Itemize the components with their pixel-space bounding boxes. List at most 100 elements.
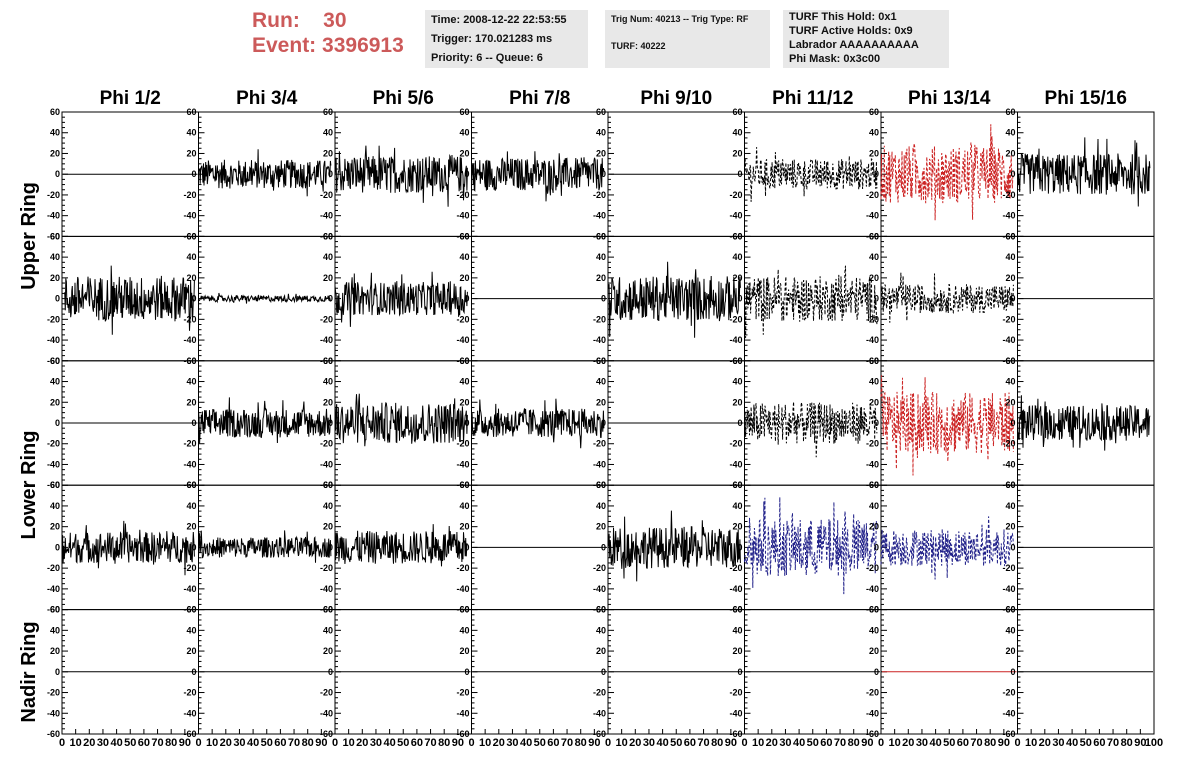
y-tick-label: 40 [323, 252, 333, 262]
y-tick-label: 20 [323, 273, 333, 283]
x-tick-label: 30 [97, 737, 109, 749]
y-tick-label: 60 [186, 107, 196, 117]
y-tick-label: 60 [323, 605, 333, 615]
y-tick-label: 60 [869, 107, 879, 117]
y-tick-label: 20 [50, 148, 60, 158]
y-tick-label: 0 [601, 542, 606, 552]
x-tick-label: 20 [493, 737, 505, 749]
y-tick-label: 0 [1010, 418, 1015, 428]
x-tick-label: 40 [656, 737, 668, 749]
y-tick-label: -40 [47, 459, 60, 469]
y-tick-label: 60 [186, 231, 196, 241]
waveform-trace [334, 145, 468, 207]
y-tick-label: 20 [50, 273, 60, 283]
y-tick-label: -20 [729, 439, 742, 449]
y-tick-label: 60 [1005, 480, 1015, 490]
y-tick-label: 60 [596, 356, 606, 366]
y-tick-label: 0 [328, 542, 333, 552]
x-tick-label: 30 [233, 737, 245, 749]
y-tick-label: 20 [732, 148, 742, 158]
trig-info-box: Trig Num: 40213 -- Trig Type: RF TURF: 4… [605, 10, 770, 68]
y-tick-label: 20 [732, 522, 742, 532]
y-tick-label: -20 [1002, 688, 1015, 698]
y-tick-label: 40 [732, 625, 742, 635]
x-tick-label: 10 [70, 737, 82, 749]
x-tick-label: 80 [848, 737, 860, 749]
y-tick-label: 40 [732, 377, 742, 387]
y-tick-label: -40 [729, 708, 742, 718]
y-tick-label: -20 [593, 439, 606, 449]
y-tick-label: 0 [464, 169, 469, 179]
y-tick-label: 20 [596, 522, 606, 532]
y-tick-label: -20 [866, 563, 879, 573]
y-tick-label: -40 [866, 584, 879, 594]
waveform-trace [64, 265, 195, 335]
waveform-trace [607, 510, 741, 582]
x-tick-label: 60 [1093, 737, 1105, 749]
y-tick-label: 20 [459, 148, 469, 158]
y-tick-label: 20 [596, 646, 606, 656]
y-tick-label: -40 [1002, 708, 1015, 718]
y-tick-label: 60 [50, 356, 60, 366]
y-tick-label: 40 [596, 625, 606, 635]
trigger-text: Trigger: 170.021283 ms [431, 33, 553, 45]
x-tick-label: 30 [779, 737, 791, 749]
phi-header-7: Phi 13/14 [908, 88, 991, 109]
x-tick-label: 0 [332, 737, 338, 749]
y-tick-label: -20 [729, 688, 742, 698]
y-tick-label: 0 [55, 667, 60, 677]
y-tick-label: -40 [1002, 584, 1015, 594]
y-tick-label: -20 [456, 688, 469, 698]
y-tick-label: 0 [55, 169, 60, 179]
y-tick-label: -40 [729, 584, 742, 594]
x-tick-label: 0 [878, 737, 884, 749]
y-tick-label: -40 [47, 708, 60, 718]
phi-header-4: Phi 7/8 [509, 88, 571, 109]
x-tick-label: 10 [206, 737, 218, 749]
x-tick-label: 70 [834, 737, 846, 749]
y-tick-label: -20 [320, 314, 333, 324]
phi-header-8: Phi 15/16 [1044, 88, 1127, 109]
waveform-trace [880, 272, 1014, 323]
y-tick-label: 60 [50, 605, 60, 615]
y-tick-label: 40 [186, 377, 196, 387]
waveform-trace [607, 261, 741, 338]
labrador-text: Labrador AAAAAAAAAA [789, 39, 919, 51]
y-tick-label: 40 [1005, 128, 1015, 138]
x-tick-label: 40 [929, 737, 941, 749]
x-tick-label: 50 [261, 737, 273, 749]
y-tick-label: 60 [459, 356, 469, 366]
x-tick-label: 0 [1014, 737, 1020, 749]
waveform-trace [198, 292, 332, 304]
x-tick-label: 70 [288, 737, 300, 749]
x-tick-label: 60 [957, 737, 969, 749]
x-tick-label: 10 [889, 737, 901, 749]
y-tick-label: 40 [869, 625, 879, 635]
y-tick-label: 40 [323, 625, 333, 635]
y-tick-label: 20 [1005, 397, 1015, 407]
turf-text: TURF: 40222 [611, 41, 666, 51]
y-tick-label: 0 [601, 169, 606, 179]
y-tick-label: -20 [183, 688, 196, 698]
x-tick-label: 80 [438, 737, 450, 749]
y-tick-label: -40 [456, 708, 469, 718]
y-tick-label: -40 [593, 459, 606, 469]
y-tick-label: 0 [737, 169, 742, 179]
run-event-box: Run: 30 Event: 3396913 [252, 8, 422, 66]
y-tick-label: 20 [732, 646, 742, 656]
waveform-trace [744, 401, 878, 458]
y-tick-label: 40 [459, 501, 469, 511]
y-tick-label: -40 [320, 708, 333, 718]
y-tick-label: 40 [869, 377, 879, 387]
turf-hold-text: TURF This Hold: 0x1 [789, 11, 897, 23]
y-tick-label: -20 [729, 563, 742, 573]
y-tick-label: 20 [596, 273, 606, 283]
